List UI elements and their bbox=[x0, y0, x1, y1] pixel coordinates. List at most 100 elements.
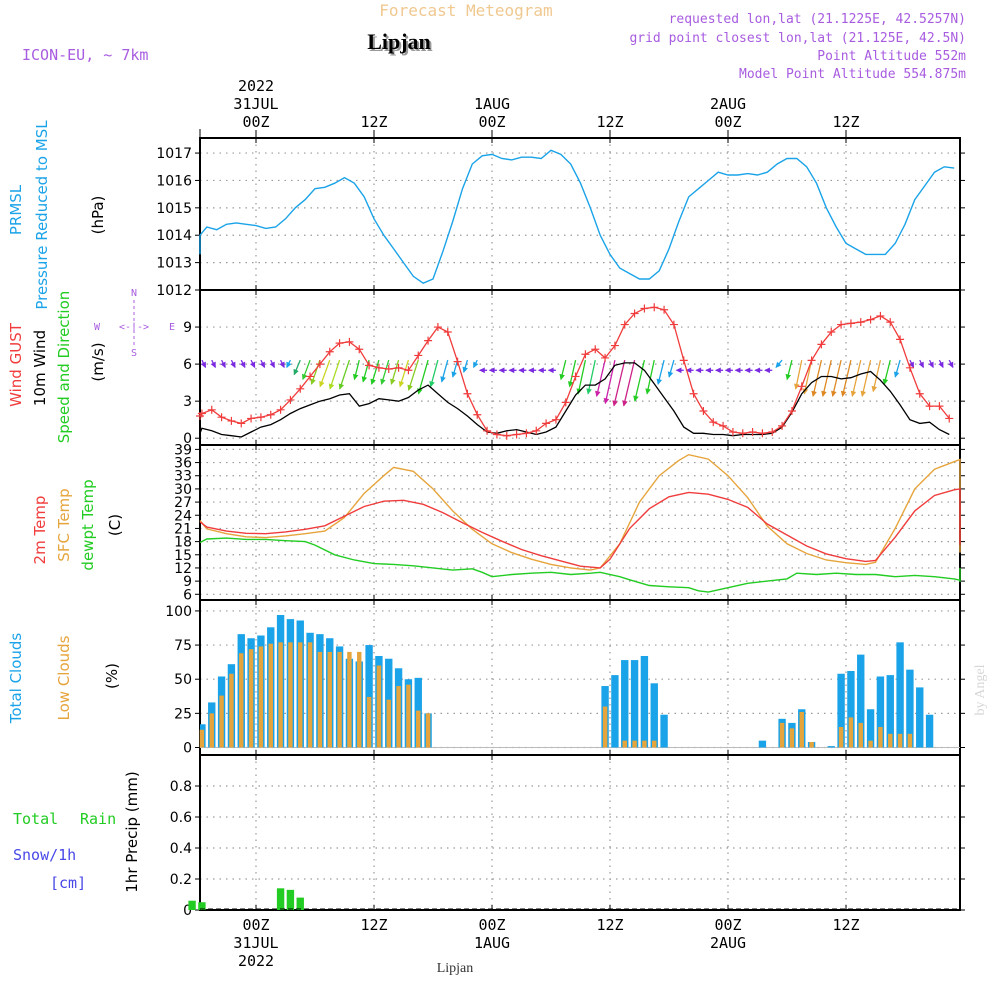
wind-arrow-head bbox=[508, 367, 515, 374]
wind-arrow-head bbox=[586, 388, 592, 395]
low-cloud-bar bbox=[838, 727, 844, 748]
low-cloud-bar bbox=[248, 649, 254, 748]
wind-ytick-label: 0 bbox=[183, 431, 192, 447]
total-cloud-bar bbox=[906, 669, 914, 748]
clouds-ytick-label: 100 bbox=[165, 604, 192, 620]
wind-gust-marker bbox=[424, 336, 433, 345]
total-cloud-bar bbox=[611, 675, 619, 748]
wind-gust-marker bbox=[483, 426, 492, 435]
wind-ytick-label: 3 bbox=[183, 394, 192, 410]
wind-arrow-head bbox=[286, 361, 292, 369]
top-axis-hour-label: 12Z bbox=[596, 113, 623, 131]
wind-arrow-head bbox=[319, 380, 325, 388]
wind-arrow-head bbox=[821, 390, 827, 397]
wind-arrow-shaft bbox=[587, 359, 596, 394]
top-axis-hour-label: 00Z bbox=[714, 113, 741, 131]
temp-ytick-label: 18 bbox=[174, 535, 192, 551]
temp-2m-line bbox=[199, 488, 961, 569]
wind-arrow-head bbox=[918, 361, 924, 369]
wind-gust-marker bbox=[453, 357, 462, 366]
total-cloud-bar bbox=[621, 660, 629, 748]
wind-arrow-head bbox=[310, 378, 316, 385]
wind-arrow-head bbox=[220, 361, 226, 369]
temp-ytick-label: 9 bbox=[183, 574, 192, 590]
wind-gust-marker bbox=[266, 410, 275, 419]
wind-gust-marker bbox=[463, 389, 472, 398]
wind-arrow-head bbox=[230, 361, 236, 369]
total-cloud-bar bbox=[847, 671, 855, 748]
wind-arrow-head bbox=[537, 367, 544, 374]
top-axis-hour-label: 00Z bbox=[242, 113, 269, 131]
pressure-unit: (hPa) bbox=[89, 196, 107, 235]
low-cloud-bar bbox=[298, 642, 303, 748]
pressure-panel: 1012 1013 1014 1015 1016 1017 bbox=[156, 137, 965, 299]
wind-gust-marker bbox=[797, 382, 806, 391]
total-cloud-bar bbox=[827, 746, 835, 748]
wind-gust-marker bbox=[778, 421, 787, 430]
wind-gust-marker bbox=[374, 363, 383, 372]
top-axis-date-label: 1AUG bbox=[474, 95, 510, 113]
wind-arrow-head bbox=[705, 367, 711, 374]
low-cloud-bar bbox=[416, 710, 421, 748]
wind-gust-marker bbox=[915, 389, 924, 398]
wind-gust-marker bbox=[433, 323, 442, 332]
precip-label-total: Total bbox=[13, 810, 58, 828]
top-axis-date-label: 2AUG bbox=[710, 95, 746, 113]
wind-gust-marker bbox=[512, 430, 521, 439]
temp-label-2m: 2m Temp bbox=[31, 496, 49, 565]
wind-gust-marker bbox=[876, 311, 885, 320]
total-cloud-bar bbox=[630, 660, 639, 748]
model-altitude: Model Point Altitude 554.875m bbox=[739, 67, 966, 82]
temp-ytick-label: 12 bbox=[174, 561, 192, 577]
wind-label-speed: Speed and Direction bbox=[55, 291, 73, 444]
top-axis-hour-label: 12Z bbox=[832, 113, 859, 131]
temp-ytick-label: 33 bbox=[174, 469, 192, 485]
low-cloud-bar bbox=[622, 740, 627, 748]
low-cloud-bar bbox=[327, 651, 332, 748]
low-cloud-bar bbox=[337, 651, 342, 748]
precip-ytick-label: 0.4 bbox=[170, 841, 192, 857]
compass-arrow: <-|-> bbox=[119, 322, 149, 333]
wind-arrow-head bbox=[451, 371, 457, 378]
wind-arrow-head bbox=[734, 367, 741, 374]
wind-gust-marker bbox=[394, 363, 403, 372]
wind-gust-marker bbox=[502, 431, 511, 440]
requested-coords: requested lon,lat (21.1225E, 42.5257N) bbox=[669, 12, 966, 27]
wind-gust-marker bbox=[768, 428, 777, 437]
compass-s: S bbox=[131, 348, 137, 359]
wind-arrow-head bbox=[462, 366, 468, 373]
bottom-axis-hour-label: 12Z bbox=[596, 916, 623, 934]
wind-arrow-head bbox=[633, 395, 639, 402]
wind-arrow-shaft bbox=[822, 359, 832, 397]
wind-gust-marker bbox=[296, 384, 305, 393]
model-label: ICON-EU, ~ 7km bbox=[22, 46, 148, 64]
low-cloud-bar bbox=[858, 722, 863, 748]
footer-location: Lipjan bbox=[437, 961, 474, 976]
wind-arrow-shaft bbox=[623, 359, 636, 406]
precip-frame bbox=[199, 754, 961, 911]
bottom-axis-date-label: 2AUG bbox=[710, 934, 746, 952]
wind-arrow-shaft bbox=[339, 359, 351, 390]
wind-arrow-head bbox=[744, 367, 751, 374]
temp-ytick-label: 30 bbox=[174, 482, 192, 498]
temp-frame bbox=[199, 444, 961, 601]
pressure-label-msl: Pressure Reduced to MSL bbox=[33, 120, 51, 310]
wind-arrow-head bbox=[893, 371, 900, 378]
wind-gust-marker bbox=[610, 341, 619, 350]
bottom-axis-hour-label: 00Z bbox=[478, 916, 505, 934]
wind-arrow-head bbox=[603, 397, 610, 405]
wind-arrow-head bbox=[793, 383, 800, 390]
low-cloud-bar bbox=[652, 740, 657, 748]
low-cloud-bar bbox=[357, 651, 362, 748]
precip-label-snow: Snow/1h bbox=[13, 846, 76, 864]
wind-label-10m: 10m Wind bbox=[31, 330, 49, 406]
low-cloud-bar bbox=[888, 733, 893, 748]
wind-arrow-shaft bbox=[851, 359, 862, 397]
wind-gust-marker bbox=[532, 426, 541, 435]
low-cloud-bar bbox=[366, 696, 372, 748]
wind-arrow-shaft bbox=[803, 359, 813, 394]
total-cloud-bar bbox=[857, 654, 865, 748]
wind-arrow-head bbox=[724, 367, 731, 374]
bottom-axis-date-label: 31JUL bbox=[233, 934, 278, 952]
